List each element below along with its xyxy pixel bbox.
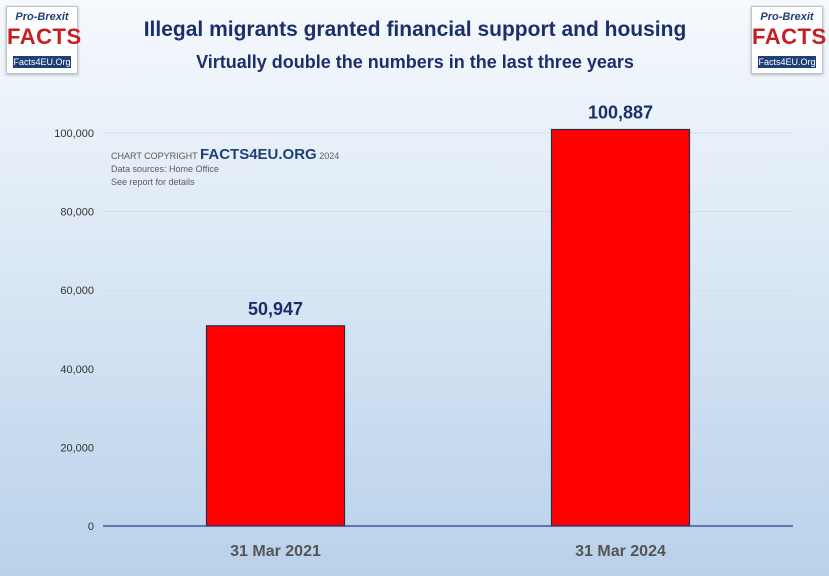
facts4eu-logo-left: Pro-Brexit FACTS Facts4EU.Org: [6, 6, 82, 74]
y-tick-label: 20,000: [60, 442, 94, 454]
report-note: See report for details: [111, 177, 195, 187]
data-label: 50,947: [248, 299, 303, 319]
logo-line-1: Pro-Brexit: [15, 11, 69, 23]
logo-line-1: Pro-Brexit: [760, 11, 814, 23]
chart-credits: CHART COPYRIGHT FACTS4EU.ORG 2024 Data s…: [111, 146, 340, 189]
y-tick-label: 80,000: [60, 207, 94, 219]
logo-line-2: FACTS: [752, 24, 827, 49]
logo-line-3: Facts4EU.Org: [13, 56, 71, 68]
chart-title: Illegal migrants granted financial suppo…: [143, 18, 687, 41]
y-tick-label: 40,000: [60, 364, 94, 376]
copyright-line: CHART COPYRIGHT FACTS4EU.ORG 2024: [111, 146, 340, 163]
x-tick-label: 31 Mar 2024: [575, 543, 666, 560]
data-label: 100,887: [588, 103, 653, 123]
logo-line-3: Facts4EU.Org: [758, 56, 816, 68]
copyright-year: 2024: [319, 151, 340, 161]
y-tick-label: 60,000: [60, 285, 94, 297]
logo-line-2: FACTS: [7, 24, 82, 49]
data-sources: Data sources: Home Office: [111, 164, 219, 174]
x-tick-label: 31 Mar 2021: [230, 543, 321, 560]
bar: [550, 128, 691, 527]
chart-subtitle: Virtually double the numbers in the last…: [196, 52, 634, 72]
facts4eu-logo-right: Pro-Brexit FACTS Facts4EU.Org: [751, 6, 827, 74]
copyright-brand: FACTS4EU.ORG: [200, 146, 317, 163]
copyright-prefix: CHART COPYRIGHT: [111, 151, 198, 161]
y-tick-label: 100,000: [54, 128, 94, 140]
y-tick-label: 0: [88, 521, 94, 533]
bar: [205, 325, 346, 527]
